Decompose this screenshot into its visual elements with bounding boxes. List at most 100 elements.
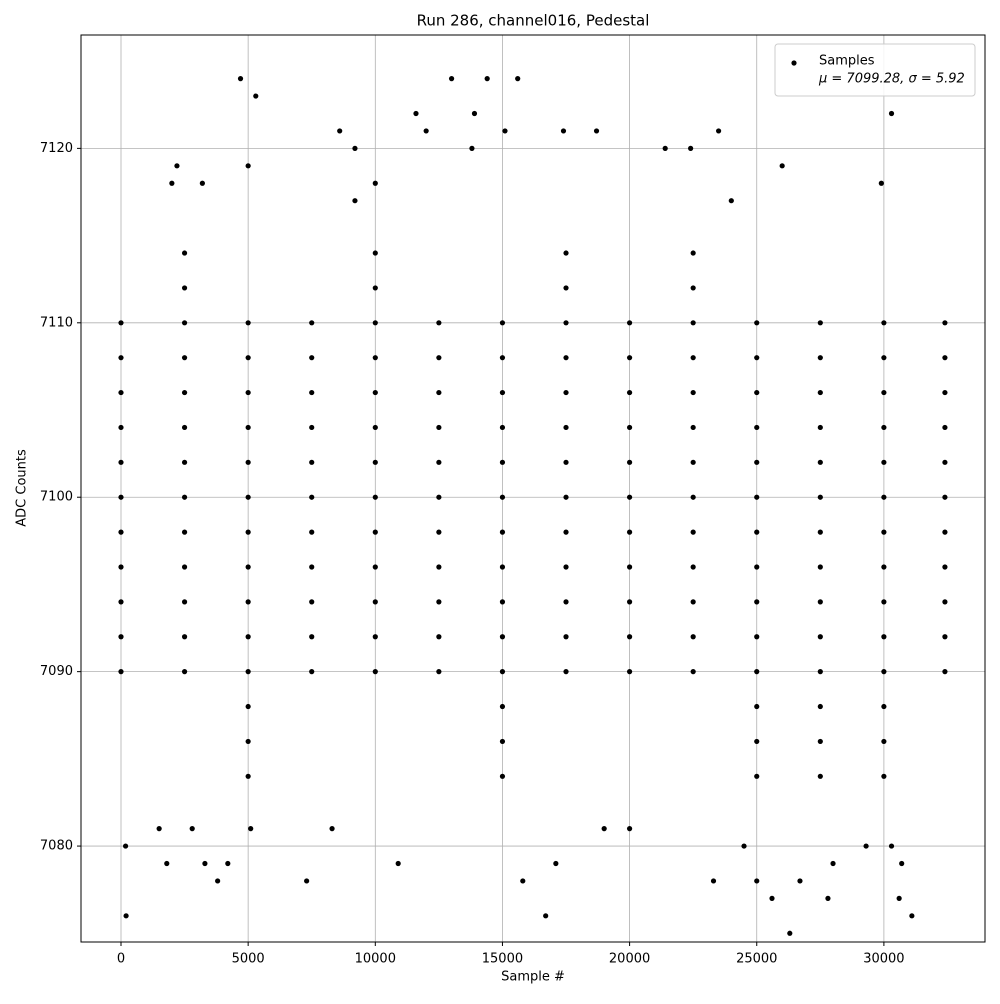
point — [626, 529, 633, 535]
point — [881, 599, 887, 605]
x-axis-label: Sample # — [501, 970, 565, 985]
point — [436, 320, 442, 326]
point — [118, 494, 124, 500]
point — [329, 826, 335, 832]
point — [563, 424, 569, 431]
point — [863, 843, 869, 849]
point — [118, 634, 124, 640]
point — [181, 285, 188, 291]
point — [245, 773, 251, 779]
legend-marker — [791, 60, 797, 66]
point — [942, 494, 948, 500]
point — [181, 599, 188, 605]
point — [304, 878, 310, 884]
point — [123, 913, 129, 919]
point — [164, 860, 170, 867]
point — [245, 320, 251, 326]
point — [245, 634, 251, 640]
point — [563, 355, 569, 361]
point — [563, 634, 569, 640]
point — [372, 389, 378, 396]
point — [690, 250, 696, 256]
point — [225, 860, 231, 867]
point — [626, 320, 633, 326]
point — [754, 494, 760, 500]
point — [237, 76, 244, 82]
point — [563, 494, 569, 500]
point — [245, 494, 251, 500]
point — [309, 424, 315, 431]
point — [245, 703, 251, 710]
point — [248, 826, 254, 832]
point — [245, 163, 251, 169]
point — [942, 564, 948, 570]
point — [690, 285, 696, 291]
point — [817, 529, 823, 535]
point — [754, 703, 760, 710]
series — [118, 76, 948, 936]
point — [499, 738, 506, 745]
point — [372, 320, 378, 326]
point — [888, 110, 895, 117]
point — [122, 843, 129, 849]
point — [754, 389, 760, 396]
point — [690, 389, 696, 396]
point — [881, 564, 887, 570]
legend-stats: μ = 7099.28, σ = 5.92 — [818, 72, 965, 87]
point — [413, 110, 419, 117]
point — [471, 110, 478, 117]
point — [896, 895, 902, 901]
point — [202, 860, 208, 867]
point — [817, 703, 823, 710]
point — [881, 355, 887, 361]
point — [563, 669, 569, 675]
point — [830, 860, 836, 867]
point — [181, 389, 188, 396]
point — [253, 93, 259, 99]
point — [690, 424, 696, 431]
point — [754, 773, 760, 779]
point — [881, 424, 887, 431]
point — [118, 669, 124, 675]
point — [436, 459, 442, 465]
point — [817, 564, 823, 570]
point — [754, 529, 760, 535]
point — [372, 355, 378, 361]
point — [436, 389, 442, 396]
point — [878, 180, 884, 186]
point — [245, 529, 251, 535]
point — [563, 389, 569, 396]
point — [309, 599, 315, 605]
point — [690, 669, 696, 675]
point — [181, 250, 188, 256]
point — [690, 564, 696, 570]
point — [779, 163, 785, 169]
point — [118, 320, 124, 326]
point — [881, 669, 887, 675]
point — [436, 634, 442, 640]
point — [754, 459, 760, 465]
point — [942, 389, 948, 396]
legend-box — [774, 43, 976, 97]
point — [199, 180, 205, 186]
point — [436, 669, 442, 675]
point — [563, 459, 569, 465]
point — [942, 424, 948, 431]
y-tick-label: 7090 — [40, 664, 73, 679]
point — [372, 250, 378, 256]
point — [754, 669, 760, 675]
point — [817, 459, 823, 465]
y-tick-label: 7100 — [40, 490, 73, 505]
point — [942, 459, 948, 465]
point — [118, 599, 124, 605]
point — [754, 320, 760, 326]
point — [881, 529, 887, 535]
point — [181, 669, 188, 675]
point — [423, 128, 429, 134]
point — [881, 773, 887, 779]
point — [817, 669, 823, 675]
point — [797, 878, 803, 884]
point — [520, 878, 526, 884]
point — [169, 180, 175, 186]
point — [309, 320, 315, 326]
